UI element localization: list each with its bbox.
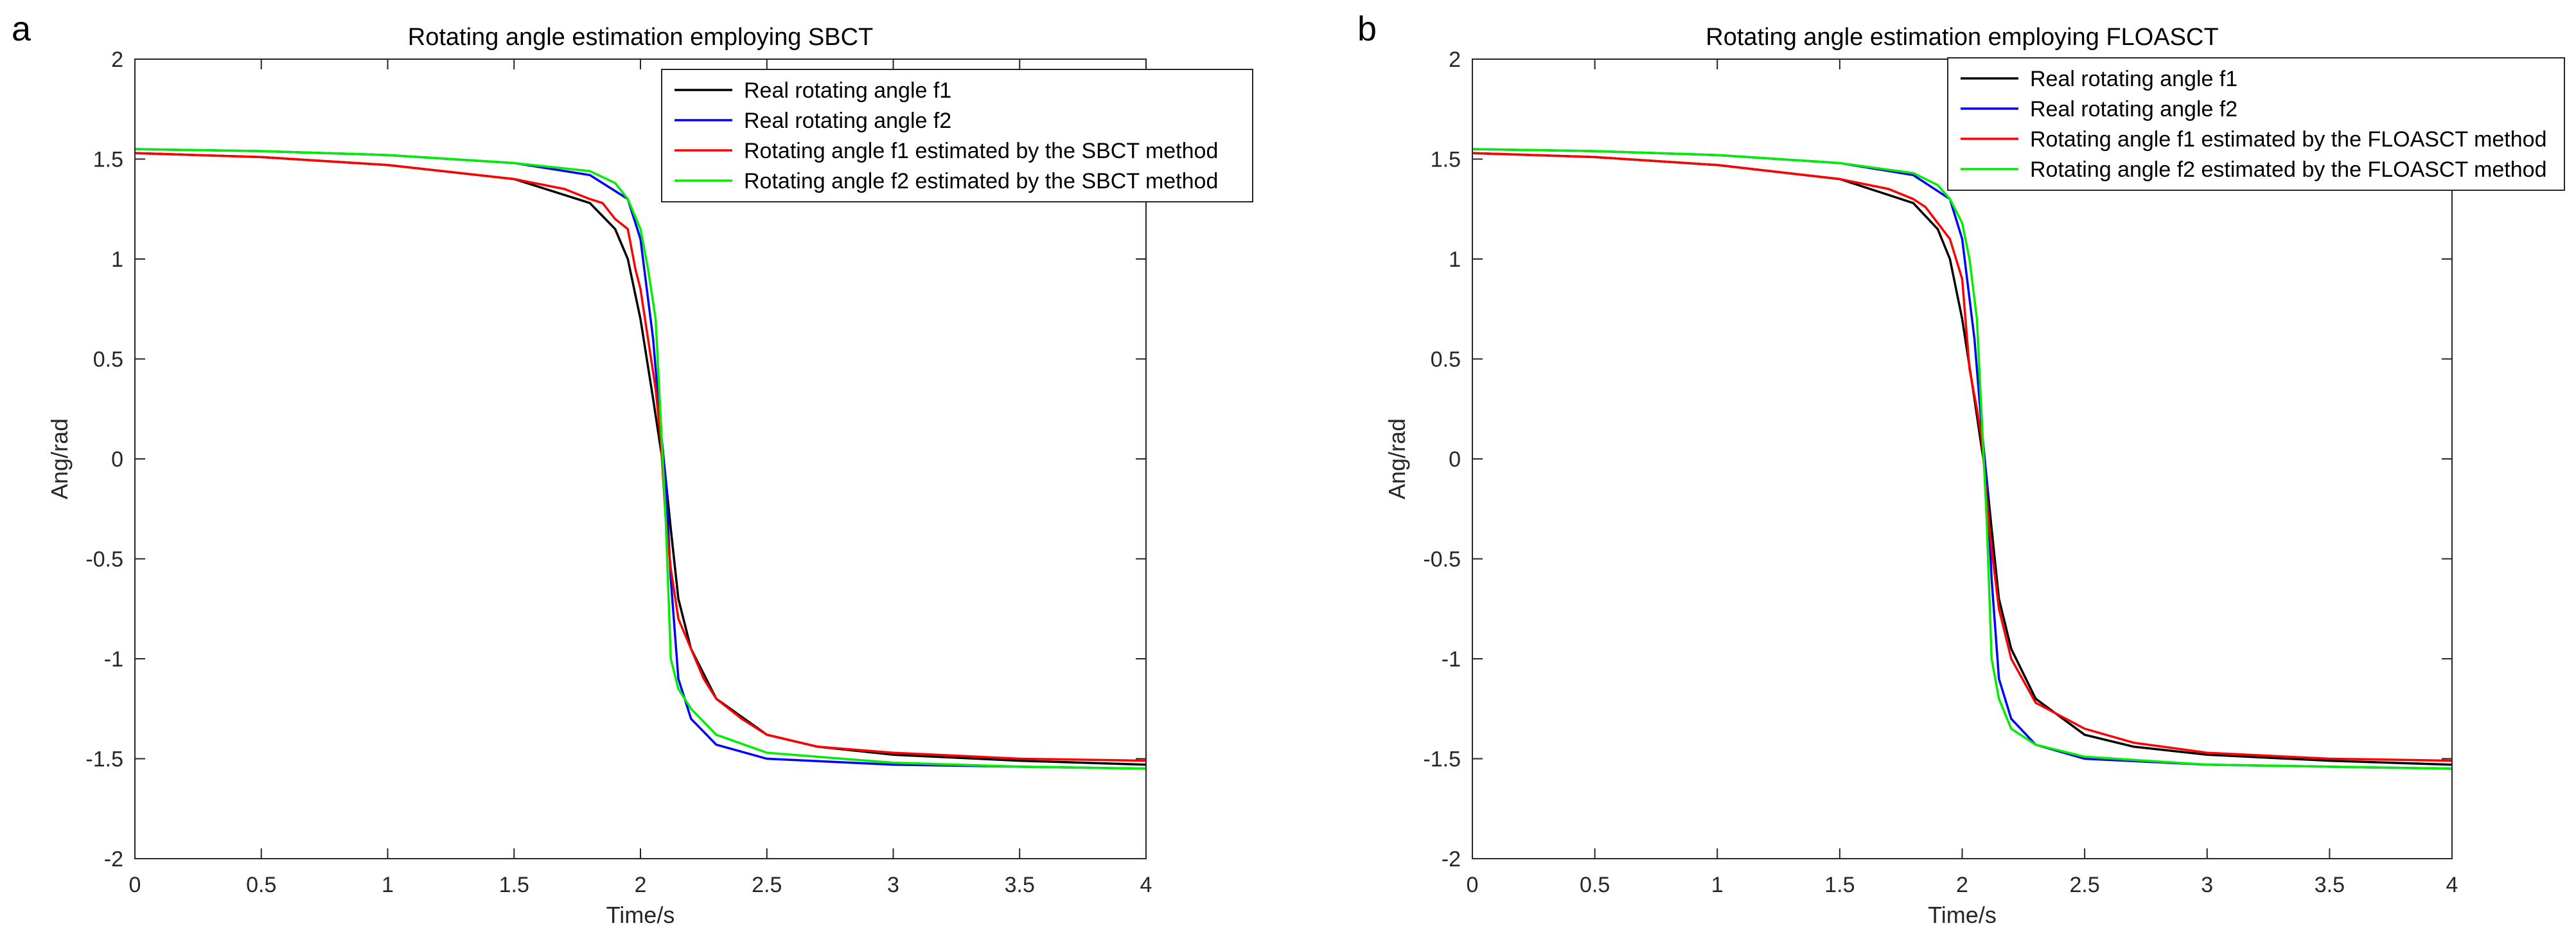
y-tick-label: -1 bbox=[1442, 647, 1461, 672]
x-tick-label: 0.5 bbox=[246, 873, 276, 897]
chart-panel-a: a 0 0.5 1 1.5 2 2.5 3 3.5 4 -2 -1.5 -1 -0.5 0 0.5 1 1.5 2… bbox=[12, 10, 1253, 928]
panel-label-b: b bbox=[1357, 10, 1377, 48]
legend-entry: Real rotating angle f2 bbox=[2030, 97, 2237, 121]
legend-box bbox=[1947, 57, 2565, 191]
y-tick-label: -1 bbox=[104, 647, 123, 672]
y-tick-label: -2 bbox=[1442, 847, 1461, 872]
chart-panel-b: b 0 0.5 1 1.5 2 2.5 3 3.5 4 -2 -1.5 -1 -0.5 0 0.5 1 1.5 2… bbox=[1288, 0, 2576, 939]
x-tick-label: 4 bbox=[2446, 873, 2458, 897]
x-tick-label: 2.5 bbox=[2069, 873, 2099, 897]
x-tick-label: 0 bbox=[129, 873, 141, 897]
x-tick-label: 0.5 bbox=[1580, 873, 1610, 897]
y-tick-label: -0.5 bbox=[85, 548, 123, 572]
series-line-2 bbox=[1472, 152, 2453, 762]
legend-box bbox=[661, 69, 1253, 202]
x-tick-label: 2 bbox=[1956, 873, 1968, 897]
x-axis-label: Time/s bbox=[1928, 902, 1997, 928]
y-tick-label: 0.5 bbox=[1431, 348, 1461, 372]
series-line-2 bbox=[134, 152, 1147, 762]
series-line-1 bbox=[1472, 148, 2453, 770]
y-tick-label: 1.5 bbox=[93, 148, 123, 172]
x-tick-label: 0 bbox=[1467, 873, 1479, 897]
series-line-3 bbox=[1472, 148, 2453, 770]
legend-entry: Real rotating angle f1 bbox=[2030, 67, 2237, 91]
x-tick-label: 4 bbox=[1140, 873, 1152, 897]
series-line-1 bbox=[134, 148, 1147, 770]
y-tick-label: -1.5 bbox=[1423, 747, 1461, 772]
x-tick-label: 1.5 bbox=[499, 873, 529, 897]
legend-entry: Rotating angle f2 estimated by the SBCT … bbox=[744, 169, 1218, 193]
chart-b: 0 0.5 1 1.5 2 2.5 3 3.5 4 -2 -1.5 -1 -0.5 0 0.5 1 1.5 2 Ro… bbox=[1384, 24, 2565, 928]
y-tick-label: -0.5 bbox=[1423, 548, 1461, 572]
x-axis-label: Time/s bbox=[606, 902, 675, 928]
y-axis-label: Ang/rad bbox=[46, 418, 73, 499]
chart-a: 0 0.5 1 1.5 2 2.5 3 3.5 4 -2 -1.5 -1 -0.5 0 0.5 1 1.5 2 Ro… bbox=[46, 24, 1253, 928]
x-tick-label: 3.5 bbox=[1005, 873, 1035, 897]
y-tick-label: 0 bbox=[1449, 447, 1461, 472]
y-tick-label: 1 bbox=[1449, 247, 1461, 272]
x-tick-label: 1 bbox=[382, 873, 394, 897]
x-tick-label: 3.5 bbox=[2315, 873, 2345, 897]
chart-title: Rotating angle estimation employing FLOA… bbox=[1706, 24, 2218, 51]
x-tick-label: 2 bbox=[635, 873, 647, 897]
legend-entry: Rotating angle f2 estimated by the FLOAS… bbox=[2030, 157, 2546, 182]
series-line-3 bbox=[134, 148, 1147, 770]
legend-entry: Real rotating angle f1 bbox=[744, 78, 951, 103]
x-tick-label: 1.5 bbox=[1824, 873, 1855, 897]
y-tick-label: 1.5 bbox=[1431, 148, 1461, 172]
legend-entry: Real rotating angle f2 bbox=[744, 109, 951, 133]
x-tick-label: 3 bbox=[887, 873, 899, 897]
panel-label-a: a bbox=[12, 10, 31, 48]
y-tick-label: 2 bbox=[1449, 48, 1461, 72]
y-tick-label: 0 bbox=[111, 447, 123, 472]
y-tick-label: 1 bbox=[111, 247, 123, 272]
y-tick-label: 0.5 bbox=[93, 348, 123, 372]
y-tick-label: 2 bbox=[111, 48, 123, 72]
x-tick-label: 2.5 bbox=[752, 873, 782, 897]
legend-entry: Rotating angle f1 estimated by the SBCT … bbox=[744, 139, 1218, 163]
y-tick-label: -2 bbox=[104, 847, 123, 872]
x-tick-label: 3 bbox=[2201, 873, 2213, 897]
y-tick-label: -1.5 bbox=[85, 747, 123, 772]
x-tick-label: 1 bbox=[1711, 873, 1724, 897]
legend-entry: Rotating angle f1 estimated by the FLOAS… bbox=[2030, 127, 2546, 152]
y-axis-label: Ang/rad bbox=[1384, 418, 1410, 499]
chart-title: Rotating angle estimation employing SBCT bbox=[408, 24, 874, 51]
